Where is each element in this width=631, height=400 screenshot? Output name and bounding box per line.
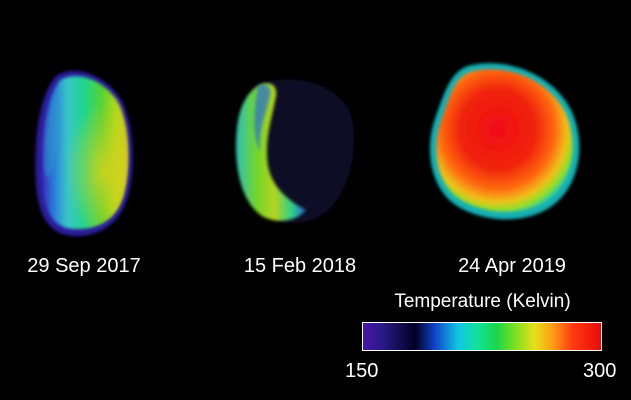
date-label-1: 29 Sep 2017 [27, 255, 141, 277]
moon-image-2019 [430, 63, 580, 220]
date-label-3: 24 Apr 2019 [458, 255, 566, 277]
moon-image-2017 [35, 70, 133, 237]
color-scale-min-label: 150 [345, 360, 379, 382]
color-scale-title: Temperature (Kelvin) [394, 291, 571, 312]
moon-image-2018 [236, 79, 355, 223]
date-label-2: 15 Feb 2018 [243, 255, 357, 277]
color-scale-bar [362, 322, 602, 351]
color-scale-max-label: 300 [583, 360, 617, 382]
